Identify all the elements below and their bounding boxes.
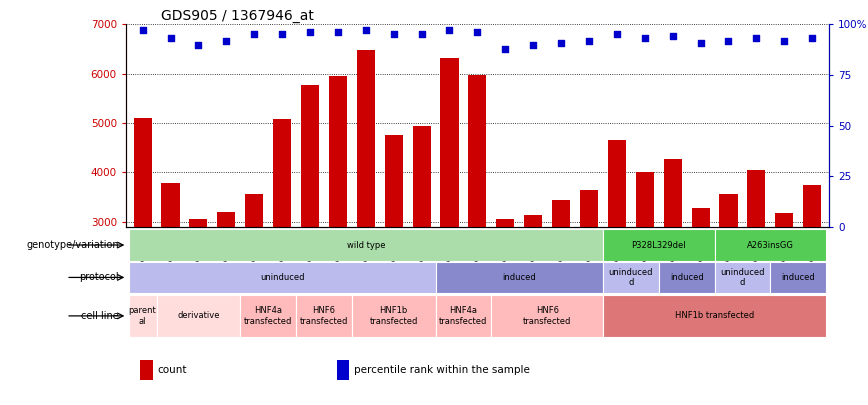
Point bbox=[498, 45, 512, 52]
Point bbox=[610, 31, 624, 38]
Bar bbox=[189, 220, 207, 227]
Point bbox=[358, 27, 372, 34]
Point bbox=[415, 31, 429, 38]
Bar bbox=[469, 75, 486, 227]
Bar bbox=[603, 262, 659, 293]
Bar bbox=[161, 183, 180, 227]
Bar bbox=[156, 294, 240, 337]
Point bbox=[303, 29, 317, 36]
Text: HNF4a
transfected: HNF4a transfected bbox=[439, 306, 488, 326]
Text: HNF6
transfected: HNF6 transfected bbox=[299, 306, 348, 326]
Text: count: count bbox=[157, 365, 187, 375]
Bar bbox=[128, 230, 603, 260]
Bar bbox=[770, 262, 826, 293]
Bar bbox=[496, 220, 515, 227]
Text: uninduced
d: uninduced d bbox=[720, 268, 765, 287]
Bar bbox=[357, 50, 375, 227]
Bar bbox=[337, 360, 350, 380]
Text: percentile rank within the sample: percentile rank within the sample bbox=[354, 365, 530, 375]
Text: induced: induced bbox=[670, 273, 704, 282]
Bar bbox=[440, 58, 458, 227]
Bar bbox=[217, 212, 235, 227]
Text: A263insGG: A263insGG bbox=[746, 241, 794, 249]
Bar bbox=[714, 230, 826, 260]
Point bbox=[778, 37, 792, 44]
Point bbox=[470, 29, 484, 36]
Bar bbox=[635, 173, 654, 227]
Point bbox=[275, 31, 289, 38]
Bar bbox=[552, 200, 570, 227]
Text: uninduced: uninduced bbox=[260, 273, 305, 282]
Bar bbox=[603, 230, 714, 260]
Point bbox=[666, 33, 680, 40]
Text: induced: induced bbox=[781, 273, 815, 282]
Point bbox=[526, 41, 540, 48]
Text: uninduced
d: uninduced d bbox=[608, 268, 653, 287]
Bar bbox=[659, 262, 714, 293]
Bar bbox=[603, 294, 826, 337]
Bar bbox=[664, 159, 681, 227]
Point bbox=[163, 35, 177, 42]
Bar bbox=[134, 118, 152, 227]
Point bbox=[387, 31, 401, 38]
Text: GDS905 / 1367946_at: GDS905 / 1367946_at bbox=[161, 9, 314, 23]
Text: parent
al: parent al bbox=[128, 306, 156, 326]
Bar bbox=[747, 170, 766, 227]
Bar bbox=[352, 294, 436, 337]
Point bbox=[582, 37, 596, 44]
Bar bbox=[436, 294, 491, 337]
Point bbox=[247, 31, 261, 38]
Point bbox=[135, 27, 149, 34]
Point bbox=[220, 37, 233, 44]
Point bbox=[554, 39, 568, 46]
Bar bbox=[580, 190, 598, 227]
Text: genotype/variation: genotype/variation bbox=[26, 240, 119, 250]
Text: cell line: cell line bbox=[81, 311, 119, 321]
Bar bbox=[245, 194, 263, 227]
Point bbox=[638, 35, 652, 42]
Bar bbox=[491, 294, 603, 337]
Text: HNF1b transfected: HNF1b transfected bbox=[675, 311, 754, 320]
Bar bbox=[692, 208, 710, 227]
Bar bbox=[524, 215, 542, 227]
Bar bbox=[412, 126, 431, 227]
Text: P328L329del: P328L329del bbox=[631, 241, 686, 249]
Point bbox=[721, 37, 735, 44]
Bar bbox=[240, 294, 296, 337]
Bar bbox=[720, 194, 738, 227]
Bar bbox=[273, 119, 291, 227]
Bar bbox=[775, 213, 793, 227]
Point bbox=[806, 35, 819, 42]
Text: wild type: wild type bbox=[346, 241, 385, 249]
Point bbox=[443, 27, 457, 34]
Text: HNF4a
transfected: HNF4a transfected bbox=[244, 306, 293, 326]
Bar bbox=[140, 360, 153, 380]
Point bbox=[331, 29, 345, 36]
Point bbox=[749, 35, 763, 42]
Text: HNF6
transfected: HNF6 transfected bbox=[523, 306, 571, 326]
Bar bbox=[301, 85, 319, 227]
Bar bbox=[803, 185, 821, 227]
Bar bbox=[385, 135, 403, 227]
Bar bbox=[296, 294, 352, 337]
Text: derivative: derivative bbox=[177, 311, 220, 320]
Point bbox=[694, 39, 707, 46]
Bar bbox=[329, 76, 347, 227]
Bar bbox=[714, 262, 770, 293]
Text: induced: induced bbox=[503, 273, 536, 282]
Bar bbox=[128, 294, 156, 337]
Text: protocol: protocol bbox=[79, 273, 119, 282]
Point bbox=[192, 41, 206, 48]
Bar bbox=[436, 262, 603, 293]
Bar bbox=[608, 141, 626, 227]
Text: HNF1b
transfected: HNF1b transfected bbox=[370, 306, 418, 326]
Bar bbox=[128, 262, 436, 293]
